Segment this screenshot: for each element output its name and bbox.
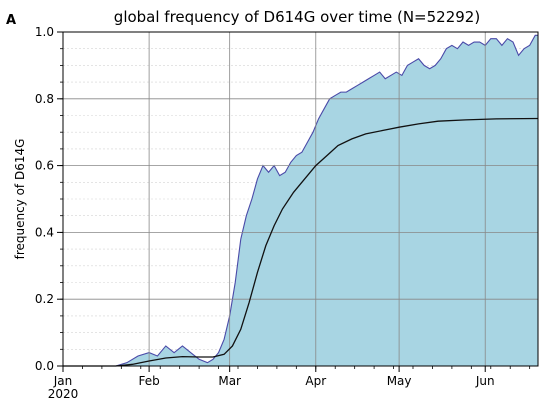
panel-label: A <box>6 13 16 28</box>
y-tick-label: 1.0 <box>35 25 54 39</box>
y-tick-label: 0.2 <box>35 292 54 306</box>
chart-title: global frequency of D614G over time (N=5… <box>114 8 480 26</box>
x-tick-label: May <box>387 374 412 388</box>
frequency-area-layer <box>63 34 538 367</box>
x-tick-label: Apr <box>305 374 326 388</box>
y-axis: 0.0 0.2 0.4 0.6 0.8 1.0 <box>35 25 63 373</box>
y-tick-label: 0.8 <box>35 92 54 106</box>
y-axis-label: frequency of D614G <box>13 139 27 260</box>
x-tick-label: Jun <box>475 374 495 388</box>
x-tick-label: Mar <box>218 374 241 388</box>
x-tick-label: Jan <box>53 374 73 388</box>
x-tick-sublabel: 2020 <box>48 387 79 401</box>
x-tick-label: Feb <box>138 374 159 388</box>
smoothed-line-layer <box>63 117 539 367</box>
frequency-outline <box>63 34 538 367</box>
smoothed-frequency-line <box>63 117 539 367</box>
y-tick-label: 0.0 <box>35 359 54 373</box>
frequency-area <box>63 35 538 367</box>
y-tick-label: 0.4 <box>35 225 54 239</box>
y-tick-label: 0.6 <box>35 159 54 173</box>
major-gridlines <box>63 32 538 366</box>
